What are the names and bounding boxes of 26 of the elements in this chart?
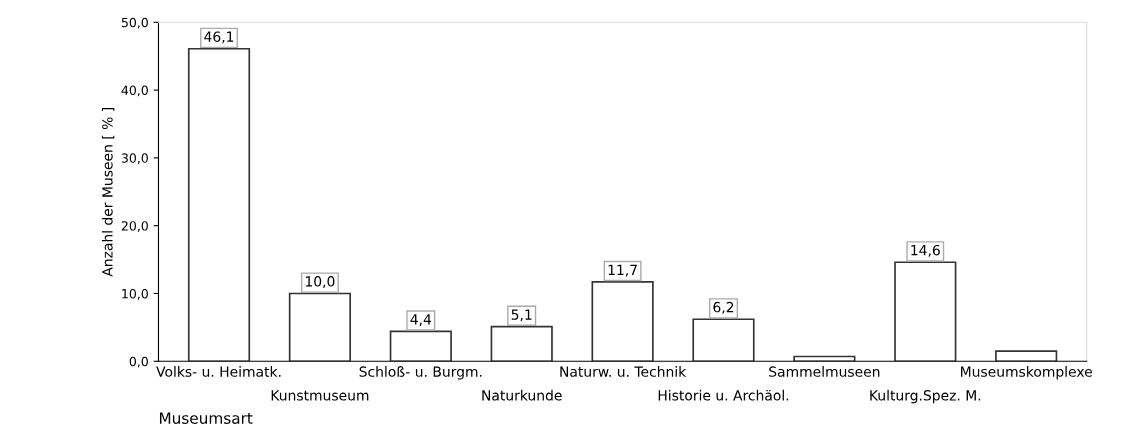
data-label: 4,4	[410, 314, 432, 326]
data-label: 5,1	[511, 309, 532, 322]
x-tick-label: Historie u. Archäol.	[658, 389, 789, 401]
x-tick-label: Volks- u. Heimatk.	[156, 366, 281, 377]
data-label: 14,6	[911, 244, 940, 257]
y-tick-label: 50,0	[121, 17, 148, 29]
x-tick-label: Schloß- u. Burgm.	[359, 366, 482, 380]
x-tick-label: Museumskomplexe	[961, 366, 1092, 380]
x-axis-title: Museumsart	[159, 412, 253, 424]
y-tick-label: 40,0	[121, 85, 148, 97]
y-tick-label: 30,0	[121, 153, 148, 165]
x-tick-label: Naturw. u. Technik	[560, 366, 687, 377]
x-tick-label: Naturkunde	[482, 389, 562, 401]
bar	[995, 350, 1058, 362]
data-label: 10,0	[305, 276, 335, 289]
x-tick-label: Kunstmuseum	[271, 390, 369, 401]
y-tick-label: 0,0	[129, 356, 148, 368]
y-tick-label: 20,0	[121, 221, 148, 232]
data-label: 11,7	[608, 264, 637, 277]
y-axis-title: Anzahl der Museen [ % ]	[101, 108, 115, 277]
bar	[793, 355, 856, 362]
x-tick-label: Kulturg.Spez. M.	[870, 389, 981, 404]
data-label: 6,2	[713, 301, 734, 314]
x-tick-label: Sammelmuseen	[769, 366, 880, 377]
data-label: 46,1	[204, 31, 234, 44]
y-tick-label: 10,0	[122, 288, 148, 300]
